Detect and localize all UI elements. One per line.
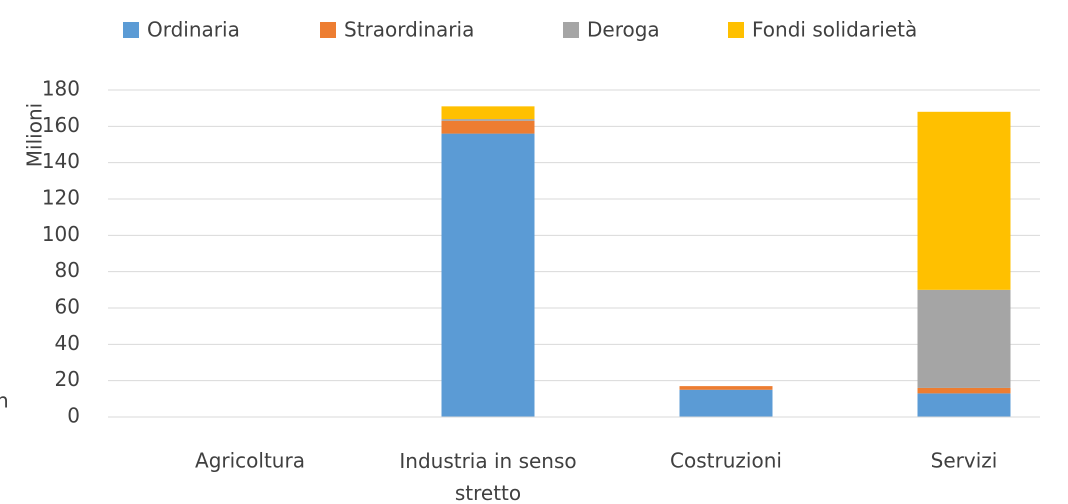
legend-swatch <box>320 22 336 38</box>
bar-segment <box>917 387 1011 394</box>
bar-segment <box>441 133 535 417</box>
y-tick-label: 0 <box>67 404 80 428</box>
x-tick-label: Industria in senso stretto <box>399 449 576 504</box>
y-axis-label: Milioni <box>23 103 47 167</box>
x-tick-label: Agricoltura <box>195 449 305 473</box>
y-tick-label: 140 <box>42 149 80 173</box>
bar-segment <box>441 120 535 134</box>
y-tick-label: 80 <box>55 258 80 282</box>
legend-swatch <box>123 22 139 38</box>
bar-segment <box>917 111 1011 290</box>
y-tick-label: 120 <box>42 186 80 210</box>
y-tick-label: 160 <box>42 113 80 137</box>
legend-label: Ordinaria <box>147 18 240 42</box>
bar-segment <box>441 106 535 120</box>
bar-segment <box>917 289 1011 388</box>
bar-segment <box>679 389 773 417</box>
annotation: n <box>0 389 9 413</box>
legend-swatch <box>728 22 744 38</box>
legend-label: Deroga <box>587 18 660 42</box>
y-tick-label: 20 <box>55 367 80 391</box>
y-tick-label: 180 <box>42 77 80 101</box>
legend-label: Straordinaria <box>344 18 474 42</box>
bar-segment <box>679 386 773 390</box>
y-tick-label: 40 <box>55 331 80 355</box>
legend-swatch <box>563 22 579 38</box>
x-tick-label: Servizi <box>931 449 998 473</box>
bar-segment <box>917 393 1011 417</box>
bar-segment <box>441 119 535 121</box>
legend-label: Fondi solidarietà <box>752 18 917 42</box>
y-tick-label: 100 <box>42 222 80 246</box>
y-tick-label: 60 <box>55 295 80 319</box>
x-tick-label: Costruzioni <box>670 449 782 473</box>
